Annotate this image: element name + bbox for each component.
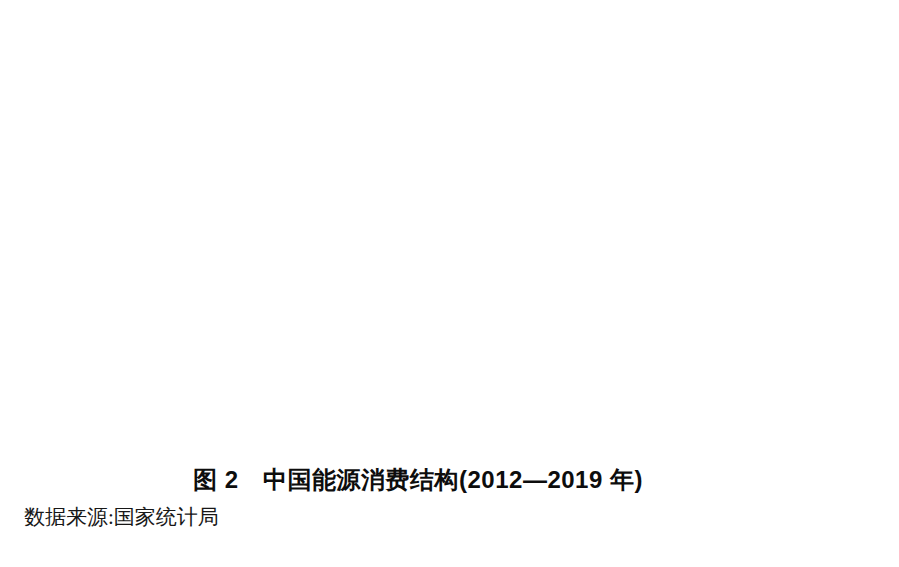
data-source-note: 数据来源:国家统计局 xyxy=(24,503,219,531)
figure-page: 图 2 中国能源消费结构(2012—2019 年) 数据来源:国家统计局 xyxy=(0,0,899,567)
stacked-bar-plot xyxy=(0,0,899,400)
figure-caption: 图 2 中国能源消费结构(2012—2019 年) xyxy=(0,464,836,496)
